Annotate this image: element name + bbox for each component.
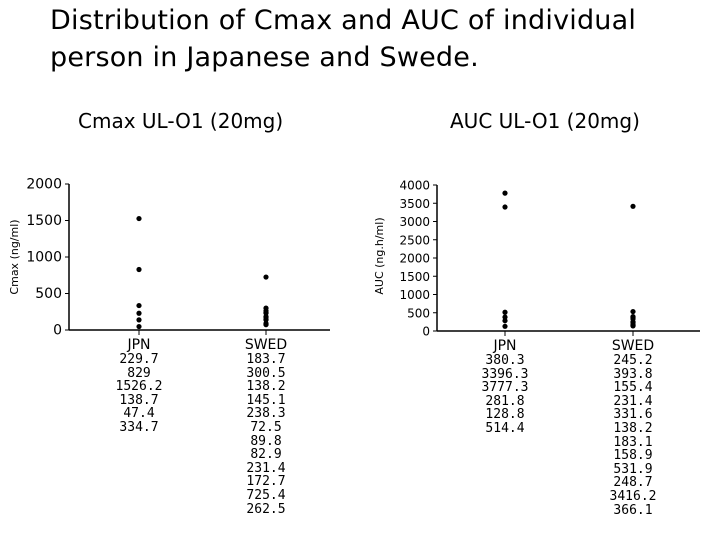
auc-value-label: 245.2 — [613, 353, 653, 368]
auc-y-tick-label: 3500 — [399, 197, 430, 211]
auc-jpn-point — [502, 323, 508, 329]
auc-value-label: 3777.3 — [481, 380, 529, 396]
auc-jpn-point — [502, 309, 508, 315]
auc-jpn-point — [502, 318, 508, 324]
cmax-value-label: 334.7 — [119, 419, 159, 435]
auc-y-tick-label: 0 — [422, 325, 430, 339]
cmax-category-label: SWED — [245, 337, 287, 353]
auc-swed-values: 245.2 393.8 155.4 231.4 331.6 138.2 183.1 158.9… — [598, 354, 668, 517]
auc-value-label: 514.4 — [485, 420, 525, 436]
cmax-swed-point — [263, 314, 269, 320]
cmax-value-label: 300.5 — [246, 365, 286, 381]
cmax-value-label: 829 — [127, 365, 151, 381]
auc-value-label: 366.1 — [613, 502, 653, 518]
cmax-y-tick-label: 1000 — [26, 250, 62, 266]
cmax-value-label: 238.3 — [246, 406, 286, 422]
auc-category-label: SWED — [612, 338, 654, 354]
auc-value-label: 393.8 — [613, 366, 653, 382]
cmax-value-label: 1526.2 — [115, 379, 163, 395]
auc-chart-title: AUC UL-O1 (20mg) — [450, 109, 640, 133]
auc-y-tick-label: 4000 — [399, 179, 430, 193]
auc-jpn-point — [502, 190, 508, 196]
cmax-value-label: 231.4 — [246, 460, 286, 476]
auc-jpn-values: 380.3 3396.3 3777.3 281.8 128.8 514.4 — [470, 354, 540, 436]
cmax-value-label: 72.5 — [250, 419, 282, 435]
auc-y-tick-label: 1500 — [399, 270, 430, 284]
cmax-y-tick-label: 1500 — [26, 213, 62, 229]
cmax-chart-title: Cmax UL-O1 (20mg) — [78, 109, 284, 133]
cmax-swed-point — [263, 274, 269, 280]
auc-value-label: 138.2 — [613, 420, 653, 436]
cmax-y-axis-label: Cmax (ng/ml) — [8, 219, 21, 294]
cmax-value-label: 138.7 — [119, 392, 159, 408]
cmax-jpn-point — [136, 266, 142, 273]
auc-value-label: 3396.3 — [481, 366, 529, 382]
cmax-value-label: 82.9 — [250, 447, 282, 463]
auc-value-label: 3416.2 — [609, 488, 657, 504]
cmax-jpn-point — [136, 215, 142, 222]
auc-swed-point — [630, 203, 636, 209]
auc-value-label: 380.3 — [485, 353, 525, 368]
cmax-jpn-values: 229.7 829 1526.2 138.7 47.4 334.7 — [104, 353, 174, 435]
auc-value-label: 231.4 — [613, 393, 653, 409]
auc-y-tick-label: 1000 — [399, 288, 430, 302]
auc-value-label: 281.8 — [485, 393, 525, 409]
auc-jpn-point — [502, 314, 508, 320]
cmax-value-label: 725.4 — [246, 487, 286, 503]
auc-y-tick-label: 2500 — [399, 233, 430, 247]
cmax-jpn-point — [136, 323, 142, 330]
cmax-value-label: 47.4 — [123, 406, 155, 422]
cmax-value-label: 183.7 — [246, 352, 286, 367]
auc-y-tick-label: 3000 — [399, 215, 430, 229]
cmax-jpn-point — [136, 317, 142, 323]
cmax-swed-point — [263, 308, 269, 314]
cmax-category-label: JPN — [126, 337, 150, 353]
cmax-jpn-point — [136, 302, 142, 309]
auc-y-tick-label: 2000 — [399, 252, 430, 266]
auc-value-label: 155.4 — [613, 380, 653, 396]
cmax-value-label: 89.8 — [250, 433, 282, 449]
auc-swed-point — [630, 315, 636, 321]
auc-value-label: 531.9 — [613, 461, 653, 477]
auc-y-axis-label: AUC (ng.h/ml) — [373, 217, 386, 294]
auc-value-label: 248.7 — [613, 475, 653, 491]
cmax-y-tick-label: 2000 — [26, 177, 62, 193]
auc-value-label: 183.1 — [613, 434, 653, 450]
auc-value-label: 158.9 — [613, 448, 653, 464]
cmax-value-label: 262.5 — [246, 501, 286, 517]
cmax-jpn-point — [136, 310, 142, 316]
cmax-value-label: 229.7 — [119, 352, 159, 367]
cmax-swed-point — [263, 321, 269, 327]
cmax-value-label: 145.1 — [246, 392, 286, 408]
cmax-value-label: 138.2 — [246, 379, 286, 395]
cmax-value-label: 172.7 — [246, 474, 286, 490]
auc-y-tick-label: 500 — [407, 306, 430, 320]
cmax-y-tick-label: 0 — [53, 323, 62, 339]
auc-value-label: 331.6 — [613, 407, 653, 423]
auc-jpn-point — [502, 204, 508, 210]
cmax-swed-values: 183.7 300.5 138.2 145.1 238.3 72.5 89.8 82.9 231… — [231, 353, 301, 516]
cmax-y-tick-label: 500 — [35, 286, 62, 302]
page-title: Distribution of Cmax and AUC of individu… — [50, 5, 637, 73]
auc-swed-point — [630, 319, 636, 325]
auc-value-label: 128.8 — [485, 407, 525, 423]
auc-swed-point — [630, 308, 636, 315]
auc-category-label: JPN — [492, 338, 516, 354]
